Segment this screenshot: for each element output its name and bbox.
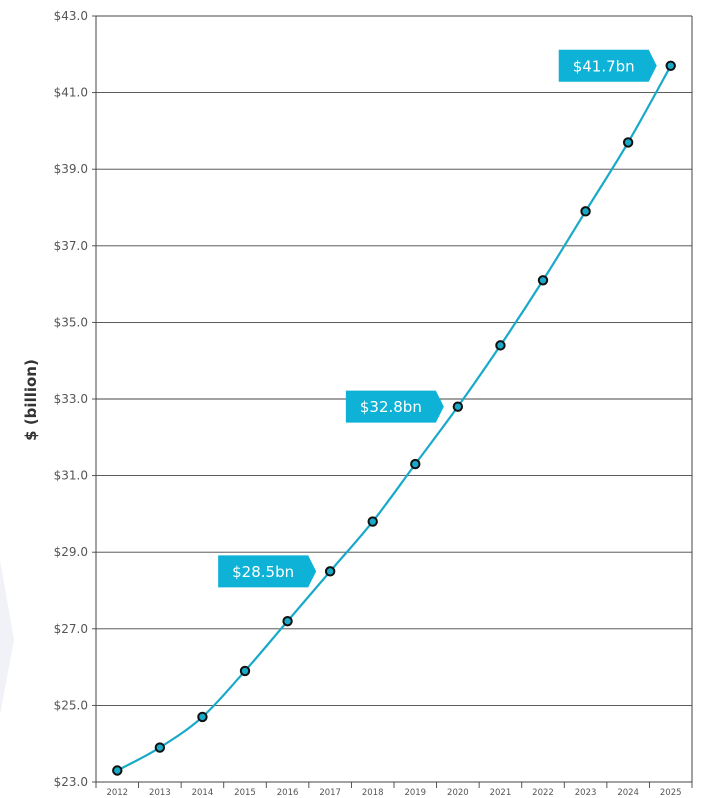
value-annotations: $28.5bn $32.8bn $41.7bn [218, 50, 657, 588]
data-point-2015 [241, 667, 249, 675]
data-point-2017 [326, 567, 334, 575]
data-point-2014 [198, 713, 206, 721]
data-point-2021 [496, 341, 504, 349]
y-tick-label: $25.0 [54, 698, 88, 712]
data-point-2019 [411, 460, 419, 468]
annotation-2025: $41.7bn [559, 50, 657, 82]
x-tick-label: 2018 [362, 788, 384, 798]
annotation-label: $41.7bn [573, 57, 635, 75]
x-tick-label: 2012 [106, 788, 128, 798]
x-tick-label: 2016 [277, 788, 299, 798]
x-tick-label: 2019 [404, 788, 426, 798]
x-tick-label: 2020 [447, 788, 469, 798]
x-tick-label: 2014 [192, 788, 214, 798]
data-point-2024 [624, 138, 632, 146]
x-tick-label: 2017 [319, 788, 341, 798]
y-tick-label: $27.0 [54, 622, 88, 636]
data-point-2025 [667, 62, 675, 70]
y-axis-label: $ (billion) [22, 359, 40, 441]
x-axis-tick-labels: 2012 2013 2014 2015 2016 2017 2018 2019 2020 2021… [106, 788, 681, 798]
data-point-2018 [369, 517, 377, 525]
data-point-2022 [539, 276, 547, 284]
x-tick-label: 2015 [234, 788, 256, 798]
y-tick-label: $33.0 [54, 392, 88, 406]
x-tick-label: 2025 [660, 788, 682, 798]
x-tick-label: 2021 [490, 788, 512, 798]
x-tick-label: 2022 [532, 788, 554, 798]
y-tick-label: $39.0 [54, 162, 88, 176]
y-tick-label: $35.0 [54, 315, 88, 329]
annotation-2020: $32.8bn [346, 391, 444, 423]
y-tick-label: $37.0 [54, 239, 88, 253]
data-point-2013 [156, 743, 164, 751]
x-tick-label: 2023 [575, 788, 597, 798]
annotation-label: $28.5bn [232, 563, 294, 581]
annotation-2017: $28.5bn [218, 555, 316, 587]
data-point-2012 [113, 766, 121, 774]
y-axis-tick-labels: $23.0 $25.0 $27.0 $29.0 $31.0 $33.0 $35.0 $37.0… [54, 9, 88, 789]
data-point-2023 [581, 207, 589, 215]
data-point-2016 [283, 617, 291, 625]
annotation-label: $32.8bn [360, 398, 422, 416]
data-point-2020 [454, 402, 462, 410]
y-tick-label: $29.0 [54, 545, 88, 559]
y-tick-label: $31.0 [54, 469, 88, 483]
y-tick-label: $41.0 [54, 86, 88, 100]
y-tick-label: $23.0 [54, 775, 88, 789]
background-decor-shape [0, 560, 14, 715]
x-tick-label: 2024 [617, 788, 639, 798]
y-tick-label: $43.0 [54, 9, 88, 23]
x-tick-label: 2013 [149, 788, 171, 798]
